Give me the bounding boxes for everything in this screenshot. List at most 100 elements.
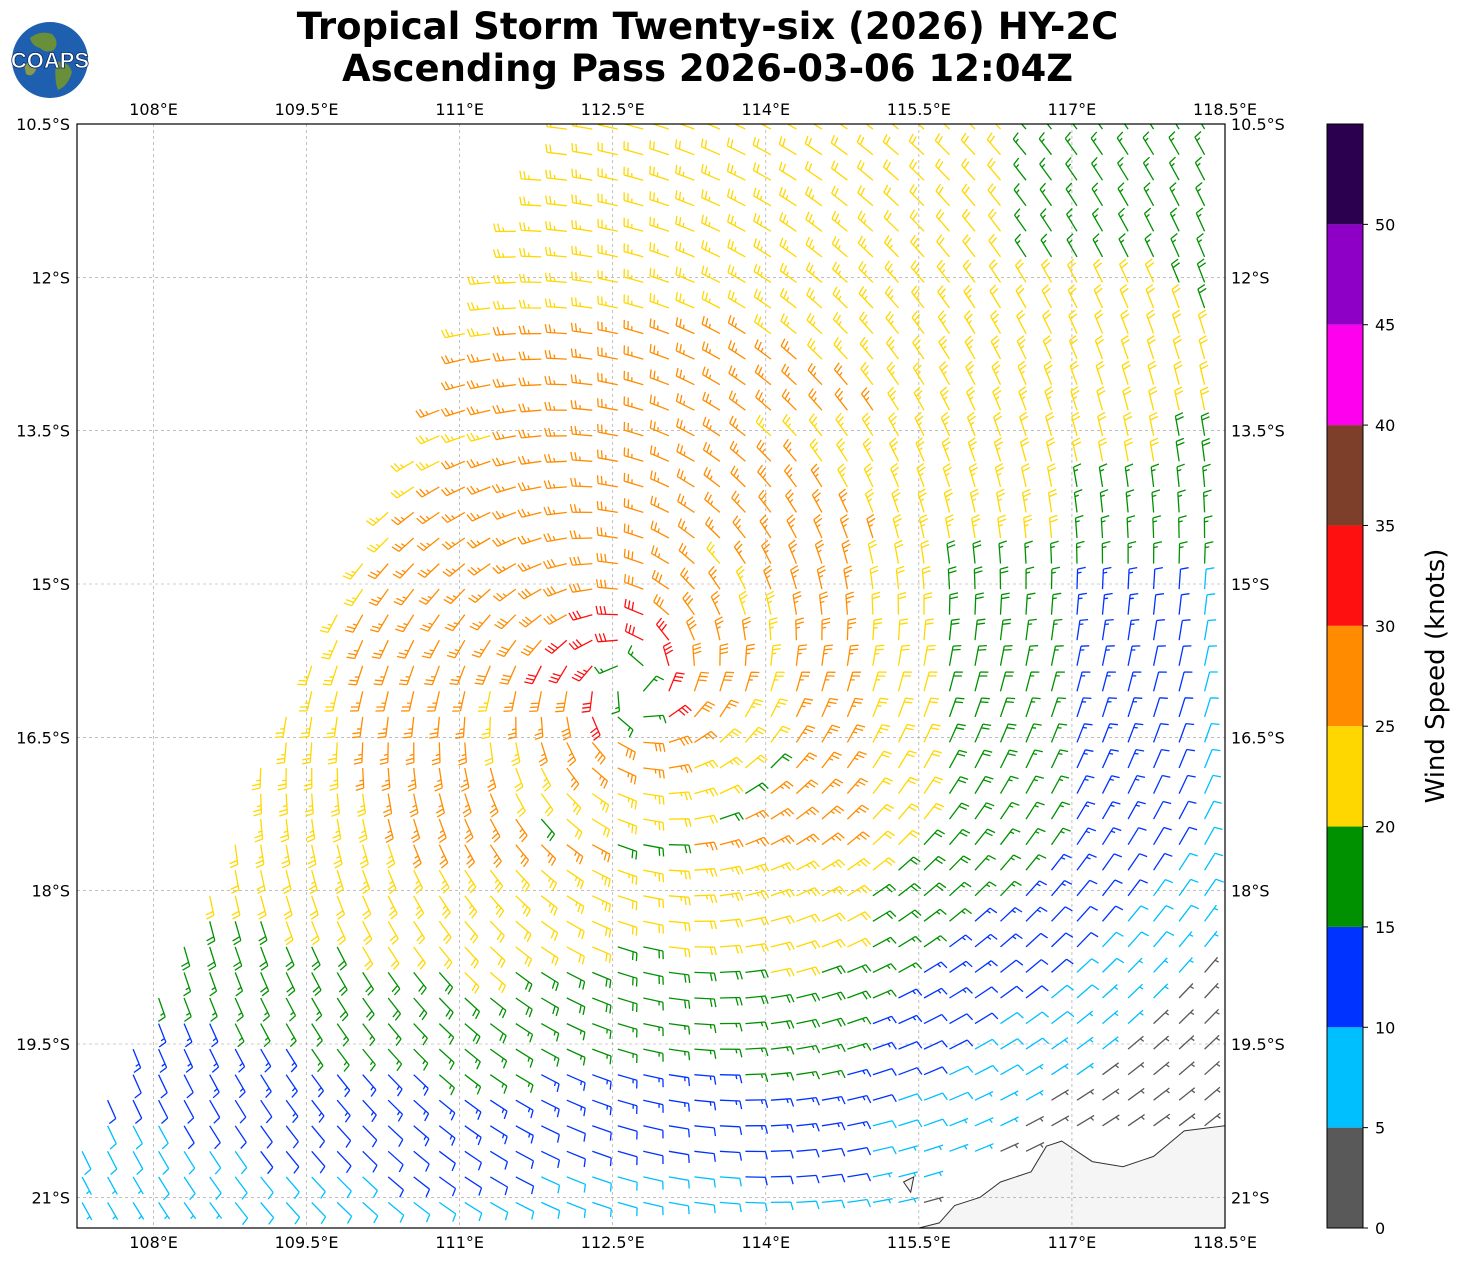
wind-barb — [770, 967, 795, 977]
wind-barb — [974, 986, 999, 999]
lat-tick-label-left: 19.5°S — [16, 1035, 70, 1054]
wind-barb — [1204, 982, 1220, 999]
wind-barb — [1015, 284, 1027, 309]
wind-barb — [183, 1150, 196, 1175]
wind-barb — [541, 1099, 560, 1118]
wind-barb — [923, 987, 948, 999]
wind-barb — [812, 124, 823, 130]
wind-barb — [843, 565, 853, 590]
wind-barb — [785, 489, 797, 513]
wind-barb — [1051, 984, 1074, 999]
wind-barb — [1076, 697, 1092, 718]
wind-barb — [455, 716, 466, 739]
wind-barb — [923, 592, 933, 615]
wind-barb — [568, 639, 593, 651]
wind-barb — [694, 894, 718, 904]
wind-barb — [429, 716, 440, 739]
wind-barb — [306, 819, 316, 843]
wind-barb — [300, 716, 313, 739]
wind-barb — [566, 1176, 587, 1193]
wind-barb — [895, 565, 905, 590]
wind-barb — [466, 327, 491, 338]
wind-barb — [251, 767, 262, 791]
wind-barb — [668, 869, 692, 880]
wind-barb — [1044, 386, 1054, 411]
wind-barb — [821, 1017, 846, 1027]
wind-barb — [971, 514, 981, 539]
wind-barb — [701, 366, 721, 386]
wind-barb — [1121, 360, 1131, 385]
wind-barb — [898, 803, 920, 820]
wind-barb — [1024, 540, 1033, 564]
wind-barb — [452, 691, 466, 712]
wind-barb — [491, 483, 516, 494]
wind-barb — [1201, 437, 1211, 462]
wind-barb — [1178, 567, 1189, 590]
wind-barb — [515, 997, 533, 1018]
wind-barb — [694, 1125, 717, 1137]
wind-barb — [832, 261, 848, 283]
wind-barb — [872, 697, 889, 718]
wind-barb — [993, 437, 1004, 462]
colorbar-tick-label: 20 — [1375, 818, 1395, 837]
wind-barb — [1000, 907, 1023, 922]
wind-barb — [311, 1048, 324, 1073]
wind-barb — [810, 463, 823, 488]
wind-barb — [393, 588, 415, 606]
wind-barb — [543, 480, 567, 490]
wind-barb — [132, 1202, 145, 1220]
wind-barb — [1204, 904, 1219, 922]
wind-barb — [443, 588, 466, 605]
wind-barb — [591, 793, 610, 813]
wind-barb — [668, 764, 693, 774]
wind-barb — [744, 726, 767, 743]
wind-barb — [309, 895, 319, 920]
wind-barb — [872, 936, 897, 948]
wind-barb — [356, 793, 367, 818]
wind-barb — [807, 337, 823, 360]
wind-barb — [841, 539, 851, 564]
wind-barb — [362, 972, 375, 996]
wind-barb — [805, 262, 823, 283]
wind-barb — [759, 514, 772, 539]
wind-barb — [623, 319, 644, 335]
wind-barb — [591, 844, 611, 863]
wind-barb — [845, 591, 855, 615]
wind-barb — [783, 464, 797, 488]
wind-barb — [1000, 1090, 1019, 1101]
wind-barb — [529, 691, 542, 713]
wind-barb — [778, 136, 797, 156]
wind-barb — [1101, 566, 1112, 590]
wind-barb — [623, 192, 644, 207]
wind-barb — [333, 844, 343, 869]
wind-barb — [675, 215, 695, 232]
wind-barb — [1016, 335, 1027, 360]
wind-barb — [719, 1099, 743, 1110]
wind-barb — [571, 219, 593, 232]
wind-barb — [181, 946, 191, 971]
wind-barb — [431, 742, 441, 766]
wind-barb — [1204, 800, 1222, 820]
wind-barb — [595, 605, 618, 616]
wind-barb — [770, 753, 793, 769]
wind-barb — [804, 186, 823, 207]
wind-barb — [592, 1150, 612, 1167]
wind-barb — [623, 141, 644, 156]
wind-barb — [413, 1176, 431, 1198]
wind-barb — [804, 135, 823, 156]
wind-barb — [571, 245, 593, 258]
wind-barb — [534, 716, 544, 741]
wind-barb — [847, 858, 871, 871]
wind-barb — [1076, 932, 1099, 948]
wind-barb — [728, 365, 746, 386]
lat-tick-label-right: 12°S — [1231, 268, 1270, 287]
wind-barb — [1127, 774, 1146, 794]
wind-barb — [668, 1099, 690, 1112]
wind-barb — [897, 644, 911, 666]
colorbar-swatch — [1327, 926, 1363, 1028]
wind-barb — [779, 262, 797, 283]
wind-barb — [1045, 437, 1056, 462]
wind-barb — [974, 1143, 994, 1152]
wind-barb — [1014, 259, 1027, 283]
wind-barb — [1101, 723, 1118, 743]
